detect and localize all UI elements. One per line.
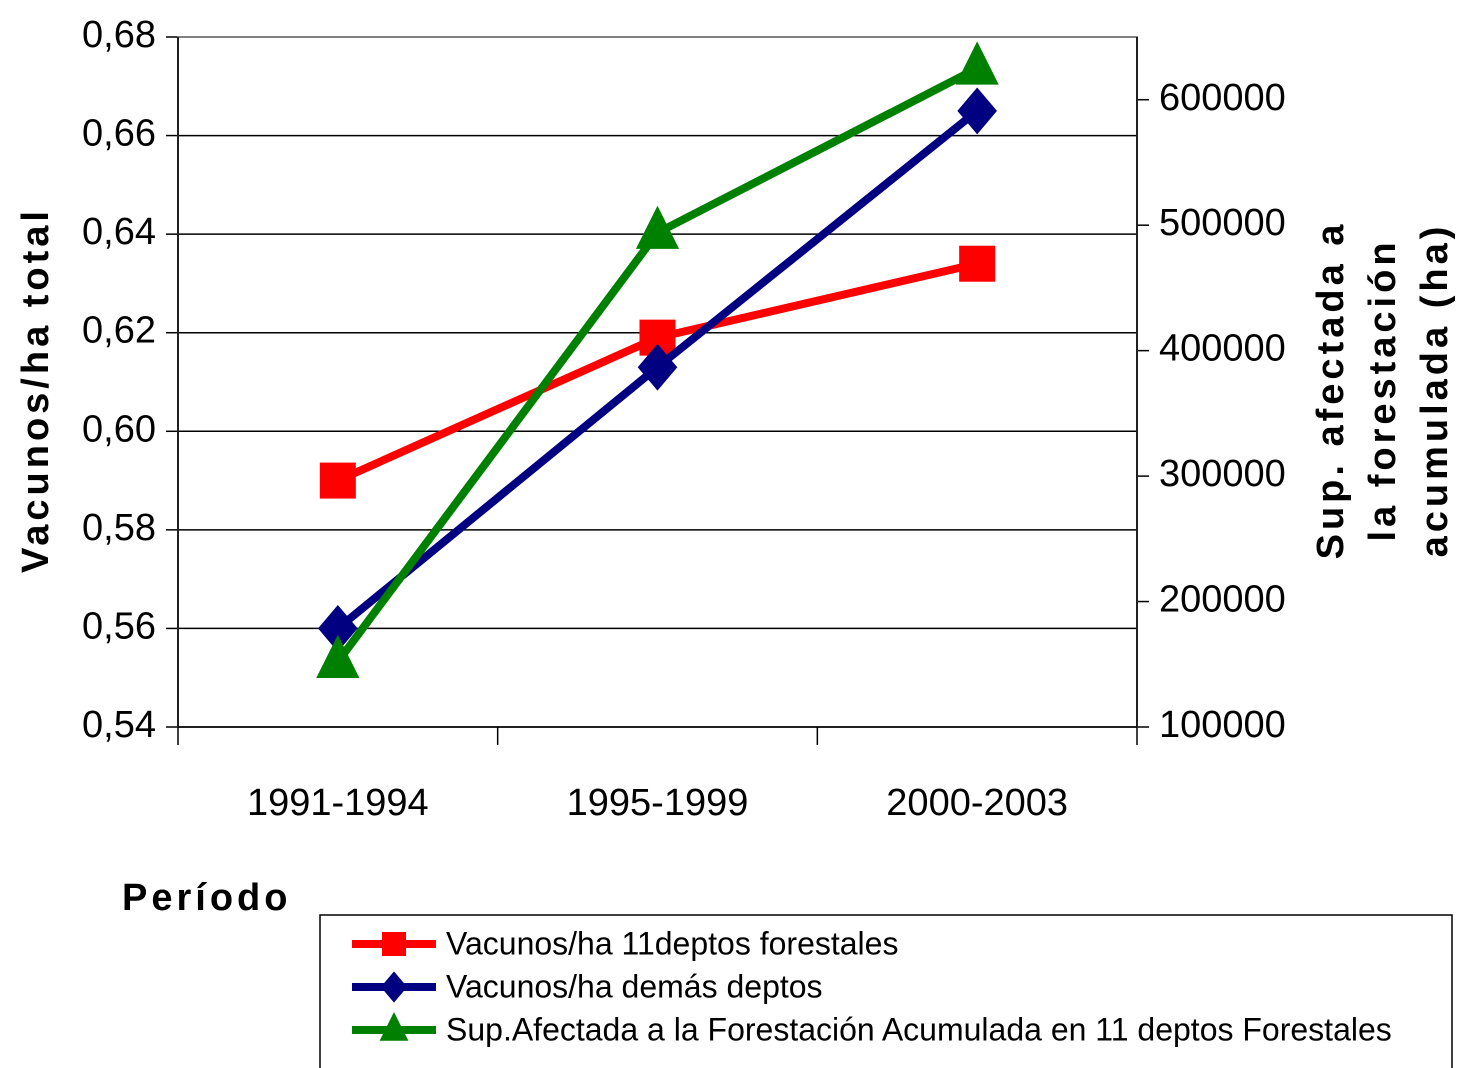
marker xyxy=(635,205,680,249)
x-tick-label: 1995-1999 xyxy=(567,782,749,824)
y2-tick-label: 100000 xyxy=(1159,704,1286,746)
marker xyxy=(379,1012,409,1041)
marker xyxy=(959,245,996,282)
y2-tick-label: 500000 xyxy=(1159,202,1286,244)
x-tick-label: 1991-1994 xyxy=(247,782,429,824)
y-axis-title: Vacunos/ha total xyxy=(15,207,57,573)
y-tick-label: 0,66 xyxy=(82,113,156,155)
y2-tick-label: 400000 xyxy=(1159,328,1286,370)
legend-label: Vacunos/ha 11deptos forestales xyxy=(446,925,898,961)
marker xyxy=(380,971,408,1003)
legend-box xyxy=(319,914,1453,1068)
marker xyxy=(637,343,678,391)
y2-axis-title: Sup. afectada a xyxy=(1310,221,1352,560)
y-tick-label: 0,54 xyxy=(82,704,156,746)
x-axis-title: Período xyxy=(122,877,291,919)
marker xyxy=(955,41,999,85)
marker xyxy=(318,605,358,652)
y-tick-label: 0,56 xyxy=(82,605,156,647)
y2-tick-label: 200000 xyxy=(1159,579,1286,621)
y-tick-label: 0,64 xyxy=(82,211,156,253)
marker xyxy=(382,932,406,956)
legend-label: Vacunos/ha demás deptos xyxy=(446,968,823,1004)
y2-axis-title: la forestación xyxy=(1362,238,1404,541)
y-tick-label: 0,60 xyxy=(82,408,156,450)
y-tick-label: 0,68 xyxy=(82,14,156,56)
y-tick-label: 0,58 xyxy=(82,507,156,549)
y2-tick-label: 600000 xyxy=(1159,77,1286,119)
y2-tick-label: 300000 xyxy=(1159,453,1286,495)
x-tick-label: 2000-2003 xyxy=(886,782,1068,824)
marker xyxy=(316,634,360,678)
y2-axis-title: acumulada (ha) xyxy=(1414,223,1456,558)
marker xyxy=(957,87,997,135)
y-tick-label: 0,62 xyxy=(82,310,156,352)
legend-label: Sup.Afectada a la Forestación Acumulada … xyxy=(446,1011,1392,1047)
marker xyxy=(319,462,356,499)
